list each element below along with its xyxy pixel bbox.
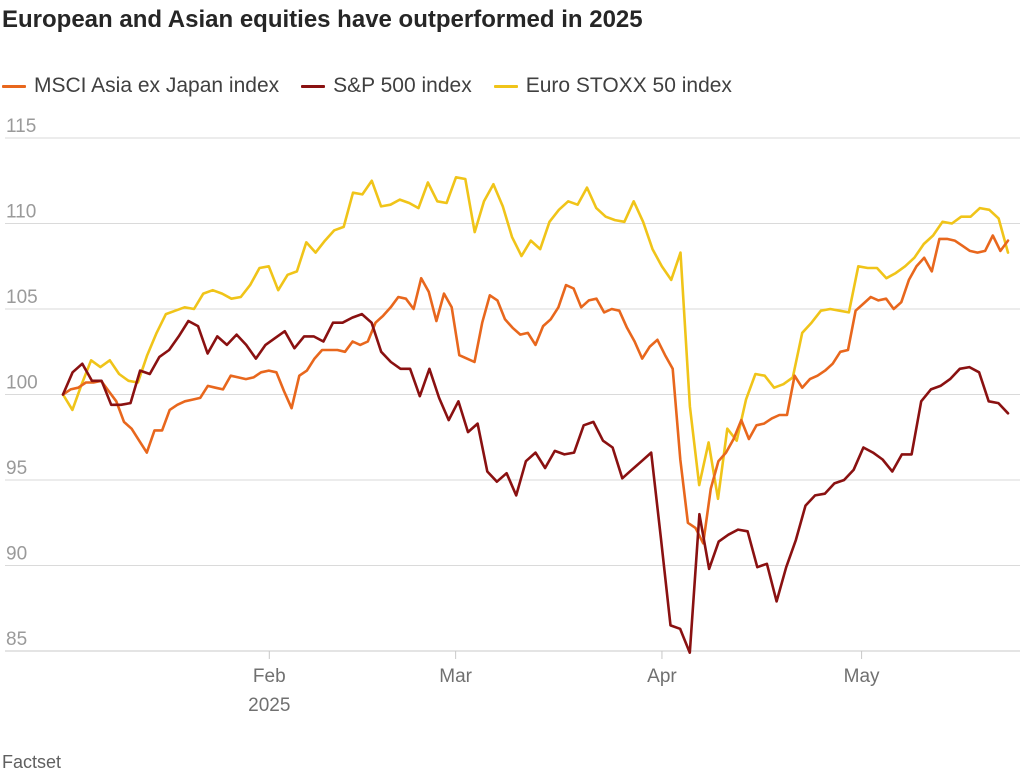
series-line-msci-asia	[61, 234, 1010, 545]
series-line-sp500	[61, 312, 1010, 654]
gridlines	[5, 137, 1020, 652]
x-tick-sublabel: 2025	[248, 695, 290, 716]
x-tick-label: Apr	[647, 666, 677, 687]
legend: MSCI Asia ex Japan index S&P 500 index E…	[2, 74, 754, 98]
legend-item-sp500: S&P 500 index	[301, 74, 472, 98]
axis-ticks: 85 90 95 100 105 110 115 Feb 2025 Mar Apr May	[6, 116, 880, 716]
x-tick-label: Mar	[439, 666, 472, 687]
legend-label-euro-stoxx: Euro STOXX 50 index	[525, 74, 732, 97]
chart-title: European and Asian equities have outperf…	[2, 6, 643, 33]
y-tick-label: 85	[6, 629, 27, 650]
x-tick-label: Feb	[253, 666, 286, 687]
legend-swatch-euro-stoxx	[493, 84, 518, 88]
y-tick-label: 100	[6, 373, 38, 394]
legend-swatch-msci-asia	[2, 84, 26, 88]
legend-item-euro-stoxx: Euro STOXX 50 index	[493, 74, 732, 98]
x-tick-label: May	[844, 666, 880, 687]
legend-swatch-sp500	[301, 84, 326, 88]
y-tick-label: 95	[6, 458, 27, 479]
source-note: Factset	[2, 752, 62, 772]
series-line-euro-stoxx	[61, 176, 1010, 501]
legend-label-msci-asia: MSCI Asia ex Japan index	[34, 74, 280, 97]
y-tick-label: 110	[6, 202, 36, 223]
legend-item-msci-asia: MSCI Asia ex Japan index	[2, 74, 279, 98]
legend-label-sp500: S&P 500 index	[333, 74, 472, 97]
series-lines	[61, 176, 1010, 654]
y-tick-label: 90	[6, 544, 27, 565]
y-tick-label: 115	[6, 116, 36, 137]
y-tick-label: 105	[6, 287, 38, 308]
